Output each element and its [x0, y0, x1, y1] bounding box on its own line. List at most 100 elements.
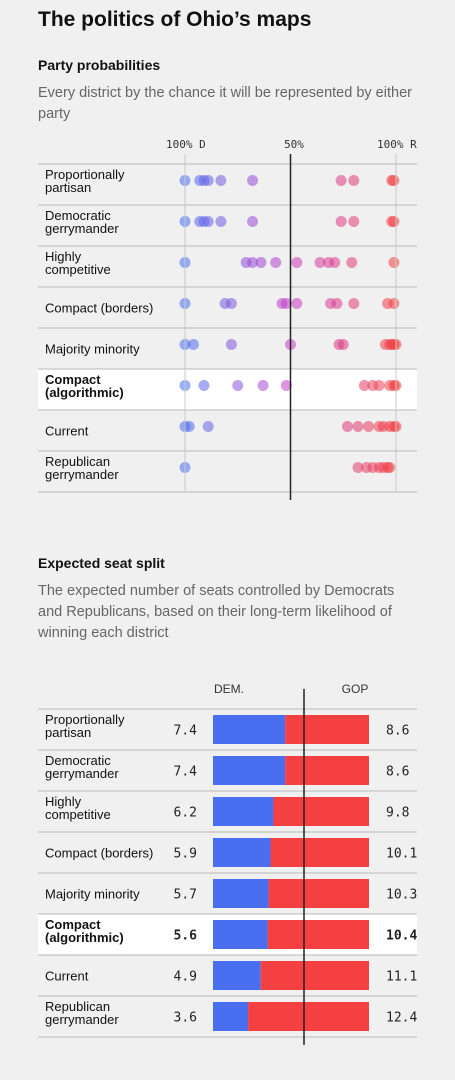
axis-tick-label: 50% — [284, 138, 304, 151]
district-dot — [388, 216, 400, 227]
row-label: Current — [45, 969, 89, 984]
district-dot — [331, 298, 343, 309]
district-dot — [352, 421, 364, 432]
gop-bar — [270, 838, 369, 867]
prob-section-subtitle: Every district by the chance it will be … — [38, 85, 412, 122]
gop-value-label: 8.6 — [386, 724, 409, 739]
row-label: Republican — [45, 454, 110, 469]
district-dot — [335, 216, 347, 227]
district-dot — [232, 380, 244, 391]
district-dot — [215, 216, 227, 227]
dem-bar — [213, 797, 274, 826]
dem-value-label: 5.7 — [174, 888, 197, 903]
district-dot — [257, 380, 269, 391]
gop-header: GOP — [342, 682, 369, 696]
district-dot — [247, 216, 259, 227]
gop-value-label: 10.3 — [386, 888, 417, 903]
district-dot — [187, 339, 199, 350]
district-dot — [314, 257, 326, 268]
dem-bar — [213, 756, 286, 785]
gop-bar — [260, 961, 369, 990]
row-label: Compact (borders) — [45, 846, 153, 861]
district-dot — [291, 298, 303, 309]
row-label: competitive — [45, 807, 111, 822]
row-label: competitive — [45, 262, 111, 277]
dem-value-label: 5.6 — [174, 929, 198, 944]
district-dot — [384, 462, 396, 473]
district-dot — [202, 175, 214, 186]
district-dot — [183, 421, 195, 432]
highlight-row — [38, 369, 417, 410]
district-dot — [225, 339, 237, 350]
gop-bar — [268, 879, 369, 908]
dem-bar — [213, 920, 268, 949]
dem-value-label: 7.4 — [174, 724, 198, 739]
gop-value-label: 11.1 — [386, 970, 417, 985]
row-label: Highly — [45, 794, 82, 809]
dem-bar — [213, 961, 261, 990]
district-dot — [358, 380, 370, 391]
gop-bar — [285, 715, 369, 744]
row-label: partisan — [45, 180, 91, 195]
district-dot — [346, 257, 358, 268]
district-dot — [225, 298, 237, 309]
seat-section-subtitle: The expected number of seats controlled … — [38, 583, 395, 641]
dem-bar — [213, 838, 271, 867]
district-dot — [373, 380, 385, 391]
row-label: Compact — [45, 372, 101, 387]
page-title: The politics of Ohio’s maps — [38, 8, 312, 31]
dem-bar — [213, 879, 269, 908]
dem-bar — [213, 715, 286, 744]
gop-value-label: 10.4 — [386, 929, 417, 944]
row-label: gerrymander — [45, 467, 119, 482]
row-label: (algorithmic) — [45, 930, 124, 945]
row-label: gerrymander — [45, 1012, 119, 1027]
district-dot — [388, 298, 400, 309]
dem-bar — [213, 1002, 249, 1031]
district-dot — [255, 257, 267, 268]
row-label: Majority minority — [45, 342, 140, 357]
district-dot — [348, 216, 360, 227]
gop-value-label: 12.4 — [386, 1011, 417, 1026]
dem-value-label: 6.2 — [174, 806, 197, 821]
row-label: Democratic — [45, 753, 111, 768]
row-label: Highly — [45, 249, 82, 264]
district-dot — [202, 421, 214, 432]
row-label: Compact (borders) — [45, 301, 153, 316]
row-label: Proportionally — [45, 167, 125, 182]
district-dot — [247, 257, 259, 268]
district-dot — [198, 380, 210, 391]
gop-bar — [267, 920, 369, 949]
dem-header: DEM. — [214, 682, 244, 696]
gop-bar — [248, 1002, 369, 1031]
district-dot — [352, 462, 364, 473]
row-label: partisan — [45, 725, 91, 740]
dem-value-label: 5.9 — [174, 847, 197, 862]
district-dot — [329, 257, 341, 268]
dem-value-label: 7.4 — [174, 765, 198, 780]
gop-value-label: 8.6 — [386, 765, 409, 780]
row-label: gerrymander — [45, 766, 119, 781]
district-dot — [202, 216, 214, 227]
district-dot — [341, 421, 353, 432]
row-label: Democratic — [45, 208, 111, 223]
district-dot — [270, 257, 282, 268]
gop-value-label: 9.8 — [386, 806, 409, 821]
gop-bar — [273, 797, 369, 826]
district-dot — [280, 298, 292, 309]
row-label: Current — [45, 424, 89, 439]
district-dot — [215, 175, 227, 186]
district-dot — [337, 339, 349, 350]
district-dot — [280, 380, 292, 391]
district-dot — [363, 421, 375, 432]
district-dot — [247, 175, 259, 186]
prob-section-title: Party probabilities — [38, 57, 161, 73]
district-dot — [348, 298, 360, 309]
district-dot — [388, 175, 400, 186]
axis-tick-label: 100% R — [377, 138, 417, 151]
gop-value-label: 10.1 — [386, 847, 417, 862]
row-label: Majority minority — [45, 887, 140, 902]
row-label: gerrymander — [45, 221, 119, 236]
